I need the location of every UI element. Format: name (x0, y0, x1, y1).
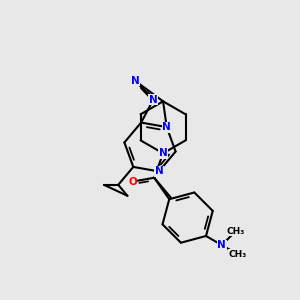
Text: N: N (162, 122, 171, 132)
Text: N: N (159, 148, 167, 158)
Text: CH₃: CH₃ (228, 250, 247, 259)
Text: N: N (218, 240, 226, 250)
Text: N: N (154, 167, 163, 176)
Text: N: N (149, 94, 158, 105)
Text: CH₃: CH₃ (226, 227, 245, 236)
Text: O: O (128, 177, 137, 187)
Text: N: N (131, 76, 140, 86)
